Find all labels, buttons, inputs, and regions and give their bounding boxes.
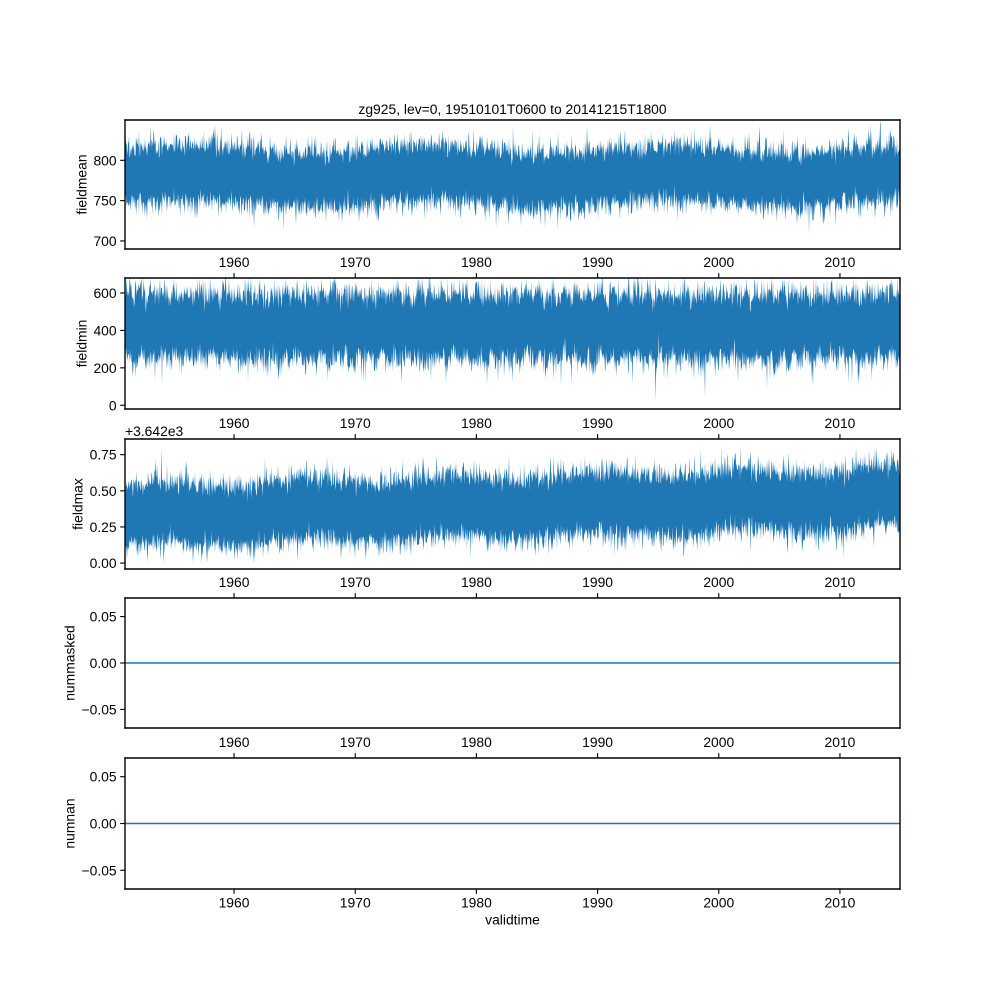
svg-text:2000: 2000 (703, 254, 734, 270)
svg-text:600: 600 (93, 285, 116, 301)
svg-text:2010: 2010 (825, 254, 856, 270)
svg-text:1980: 1980 (461, 734, 492, 750)
svg-text:0.00: 0.00 (90, 816, 117, 832)
svg-text:fieldmin: fieldmin (74, 320, 90, 368)
svg-text:2000: 2000 (703, 734, 734, 750)
svg-text:400: 400 (93, 322, 116, 338)
svg-text:1970: 1970 (340, 415, 371, 431)
svg-text:2000: 2000 (703, 415, 734, 431)
svg-text:1960: 1960 (219, 254, 250, 270)
svg-text:nummasked: nummasked (62, 625, 78, 701)
svg-text:−0.05: −0.05 (82, 701, 117, 717)
svg-text:fieldmax: fieldmax (70, 478, 86, 530)
svg-text:2010: 2010 (825, 734, 856, 750)
svg-text:0.00: 0.00 (90, 555, 117, 571)
svg-text:2000: 2000 (703, 894, 734, 910)
svg-text:1960: 1960 (219, 415, 250, 431)
svg-text:1990: 1990 (582, 734, 613, 750)
svg-text:1980: 1980 (461, 415, 492, 431)
svg-text:200: 200 (93, 360, 116, 376)
svg-text:2010: 2010 (825, 415, 856, 431)
svg-text:1980: 1980 (461, 254, 492, 270)
svg-text:1970: 1970 (340, 574, 371, 590)
svg-text:750: 750 (93, 193, 116, 209)
svg-text:2000: 2000 (703, 574, 734, 590)
svg-text:0.00: 0.00 (90, 655, 117, 671)
svg-text:0.50: 0.50 (90, 483, 117, 499)
svg-text:0.25: 0.25 (90, 519, 117, 535)
svg-text:0.05: 0.05 (90, 769, 117, 785)
svg-text:−0.05: −0.05 (82, 862, 117, 878)
svg-text:0.05: 0.05 (90, 609, 117, 625)
svg-text:2010: 2010 (825, 574, 856, 590)
svg-text:1970: 1970 (340, 734, 371, 750)
svg-text:2010: 2010 (825, 894, 856, 910)
svg-text:1960: 1960 (219, 894, 250, 910)
svg-text:700: 700 (93, 233, 116, 249)
svg-text:1970: 1970 (340, 894, 371, 910)
svg-text:1970: 1970 (340, 254, 371, 270)
svg-text:1990: 1990 (582, 894, 613, 910)
svg-text:+3.642e3: +3.642e3 (125, 423, 184, 439)
svg-text:1960: 1960 (219, 574, 250, 590)
svg-text:0: 0 (109, 397, 117, 413)
svg-text:1980: 1980 (461, 894, 492, 910)
svg-text:1960: 1960 (219, 734, 250, 750)
svg-text:zg925, lev=0, 19510101T0600 to: zg925, lev=0, 19510101T0600 to 20141215T… (358, 101, 666, 117)
svg-text:1990: 1990 (582, 574, 613, 590)
svg-text:0.75: 0.75 (90, 447, 117, 463)
svg-text:1990: 1990 (582, 415, 613, 431)
svg-text:1990: 1990 (582, 254, 613, 270)
svg-text:800: 800 (93, 152, 116, 168)
svg-text:validtime: validtime (485, 911, 540, 927)
svg-text:numnan: numnan (62, 798, 78, 848)
svg-text:1980: 1980 (461, 574, 492, 590)
svg-text:fieldmean: fieldmean (74, 154, 90, 214)
